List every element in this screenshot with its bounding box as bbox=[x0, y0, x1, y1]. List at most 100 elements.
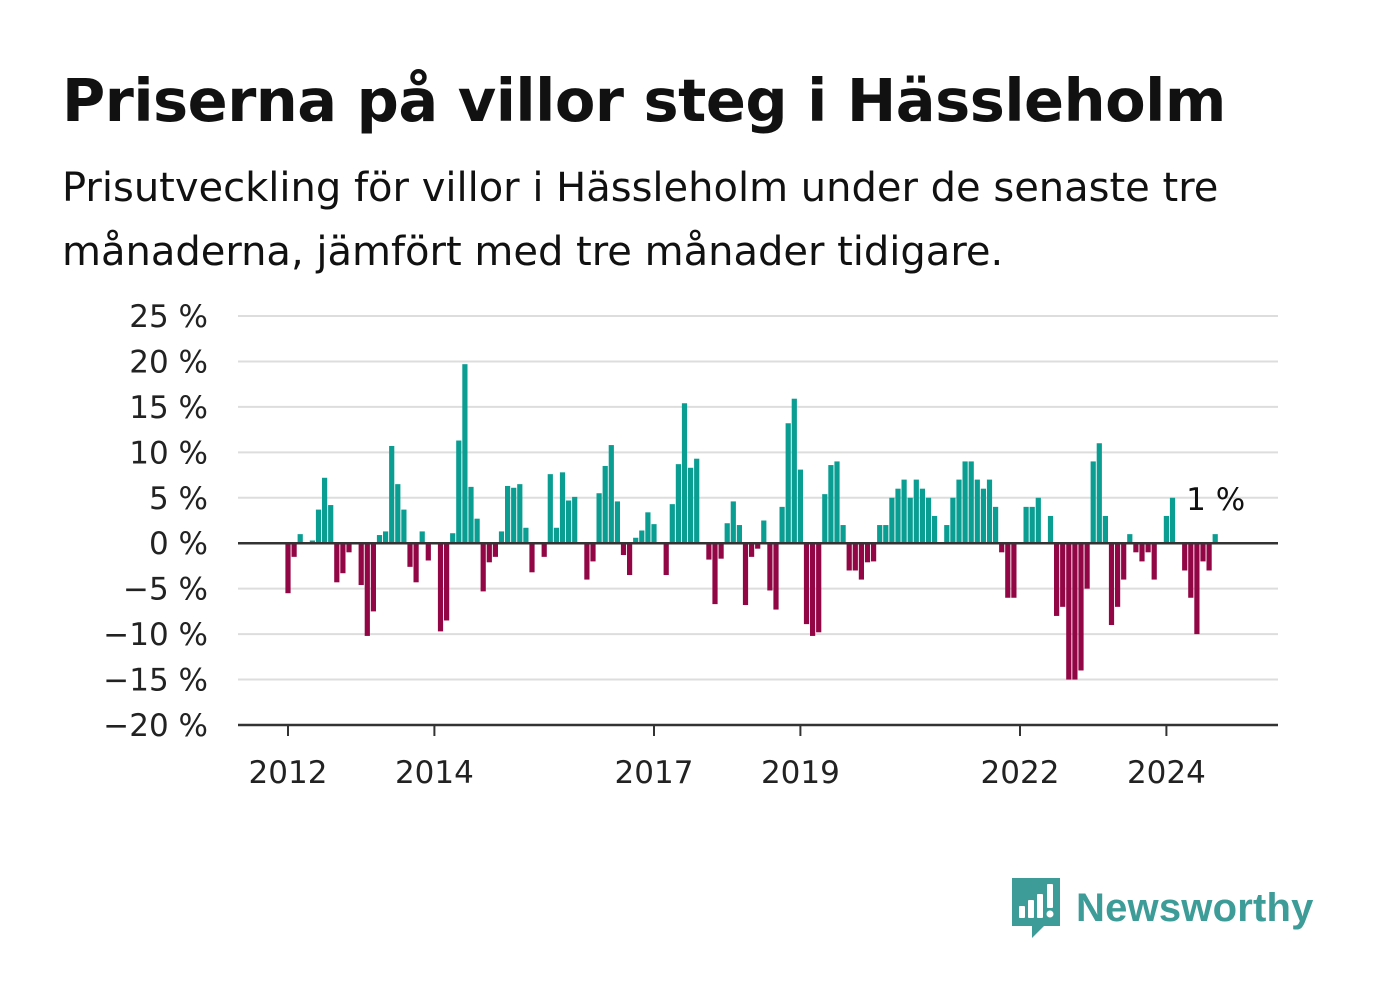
y-tick-label: 10 % bbox=[129, 435, 208, 471]
bar bbox=[694, 458, 700, 544]
tick-labels: 25 % 20 % 15 % 10 % 5 % 0 % −5 % −10 % −15 % −20 … bbox=[103, 299, 1245, 791]
bar bbox=[724, 523, 730, 544]
bar bbox=[376, 535, 383, 544]
bar bbox=[877, 525, 883, 544]
bar bbox=[797, 469, 803, 544]
bar bbox=[767, 543, 773, 591]
bar bbox=[511, 487, 517, 544]
bar bbox=[444, 543, 450, 621]
bar bbox=[1121, 543, 1127, 580]
bar bbox=[1090, 461, 1096, 544]
bar bbox=[645, 512, 651, 544]
bar bbox=[956, 479, 962, 544]
bar bbox=[1163, 515, 1169, 544]
bar bbox=[474, 518, 480, 544]
bar bbox=[846, 543, 852, 571]
bar bbox=[322, 477, 328, 544]
bar bbox=[547, 474, 553, 544]
bar bbox=[712, 543, 718, 605]
y-tick-label: 20 % bbox=[129, 344, 208, 380]
bar bbox=[852, 543, 858, 571]
bar bbox=[840, 525, 846, 544]
bar bbox=[919, 488, 925, 544]
bar bbox=[1115, 543, 1121, 607]
bar bbox=[828, 465, 834, 544]
bars bbox=[285, 364, 1218, 680]
bar bbox=[309, 540, 315, 544]
bar bbox=[816, 543, 822, 633]
bar bbox=[785, 423, 791, 544]
brand-name: Newsworthy bbox=[1076, 885, 1314, 930]
bar bbox=[553, 527, 559, 544]
bar bbox=[480, 543, 486, 592]
bar bbox=[492, 543, 498, 557]
bar bbox=[974, 479, 980, 544]
bar bbox=[1108, 543, 1115, 626]
bar bbox=[932, 515, 938, 544]
bar bbox=[730, 501, 736, 544]
bar bbox=[334, 543, 340, 583]
bar bbox=[627, 543, 633, 576]
bar bbox=[328, 505, 334, 544]
bar bbox=[761, 520, 767, 544]
bar bbox=[407, 543, 413, 567]
bar bbox=[1200, 543, 1206, 562]
y-tick-label: −5 % bbox=[123, 572, 208, 608]
bar bbox=[1188, 543, 1194, 598]
bar bbox=[858, 543, 864, 580]
bar bbox=[315, 509, 322, 544]
bar bbox=[883, 525, 889, 544]
bar bbox=[1212, 534, 1218, 544]
bar bbox=[1145, 543, 1151, 553]
bar bbox=[358, 543, 364, 586]
bar bbox=[401, 509, 407, 544]
bar bbox=[681, 403, 688, 544]
bar bbox=[614, 501, 620, 544]
bar bbox=[1011, 543, 1017, 598]
bar bbox=[779, 506, 785, 544]
bar bbox=[925, 497, 932, 544]
bar bbox=[1096, 443, 1102, 544]
bar bbox=[889, 497, 895, 544]
bar bbox=[1078, 543, 1084, 671]
y-tick-label: 25 % bbox=[129, 299, 208, 335]
bar bbox=[907, 497, 913, 544]
bar bbox=[468, 486, 474, 544]
bar bbox=[871, 543, 877, 562]
bar bbox=[1102, 515, 1108, 544]
bar bbox=[1182, 543, 1188, 571]
bar bbox=[419, 531, 425, 544]
bar bbox=[651, 524, 657, 544]
x-tick-label: 2024 bbox=[1127, 755, 1206, 791]
bar bbox=[999, 543, 1005, 553]
bar bbox=[523, 527, 529, 544]
bar bbox=[749, 543, 755, 557]
bar bbox=[370, 543, 376, 612]
bar bbox=[1084, 543, 1090, 589]
bar bbox=[901, 479, 907, 544]
bar bbox=[1139, 543, 1145, 562]
bar bbox=[383, 531, 389, 544]
bar bbox=[389, 445, 395, 544]
bar bbox=[395, 484, 401, 544]
bar bbox=[791, 398, 797, 544]
bar bbox=[742, 543, 749, 606]
y-tick-label: 5 % bbox=[149, 481, 208, 517]
bar bbox=[706, 543, 712, 560]
bar bbox=[822, 494, 828, 544]
bar bbox=[968, 461, 974, 544]
bar bbox=[834, 461, 840, 544]
bar bbox=[755, 543, 761, 549]
latest-value-annotation: 1 % bbox=[1186, 482, 1245, 518]
bar bbox=[517, 484, 523, 544]
bar bbox=[462, 364, 468, 544]
chart-subtitle: Prisutveckling för villor i Hässleholm u… bbox=[62, 165, 1219, 275]
y-tick-label: −10 % bbox=[103, 617, 208, 653]
bar bbox=[1005, 543, 1011, 598]
bar bbox=[993, 506, 999, 544]
bar bbox=[962, 461, 968, 544]
bar bbox=[505, 485, 511, 544]
bar bbox=[450, 533, 456, 544]
y-tick-label: −15 % bbox=[103, 663, 208, 699]
bar bbox=[1060, 543, 1066, 607]
